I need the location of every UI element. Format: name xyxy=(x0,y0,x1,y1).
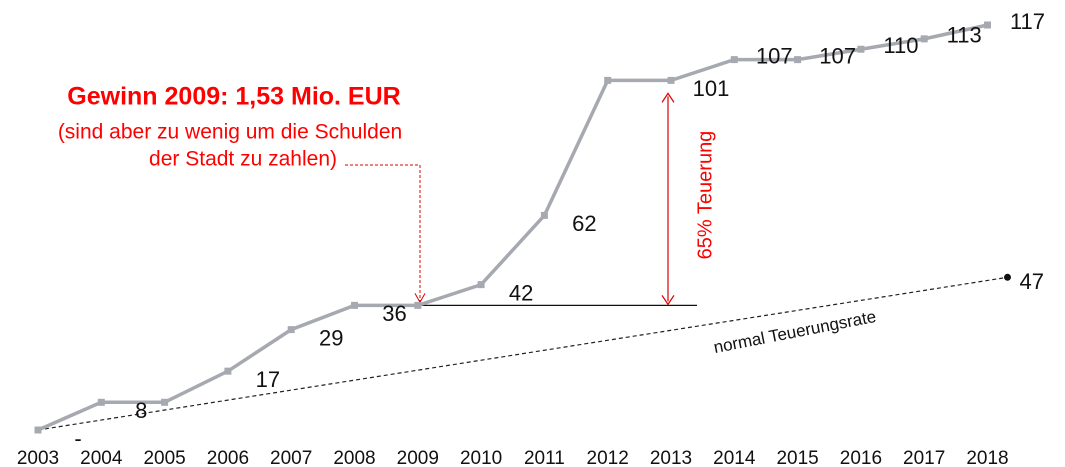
x-tick-label: 2012 xyxy=(587,448,629,467)
trend-end-label: 47 xyxy=(1020,269,1044,294)
trend-end-marker xyxy=(1004,273,1011,281)
point-marker xyxy=(351,301,358,309)
x-tick-label: 2007 xyxy=(270,448,312,467)
data-label: 101 xyxy=(693,76,730,101)
data-label: 17 xyxy=(256,367,280,392)
gain-note: (sind aber zu wenig um die Schulden xyxy=(58,121,402,144)
gain-title: Gewinn 2009: 1,53 Mio. EUR xyxy=(67,83,400,111)
x-tick-label: 2015 xyxy=(776,448,818,467)
data-label: 107 xyxy=(756,43,793,68)
point-marker xyxy=(414,301,422,309)
data-label: 62 xyxy=(572,211,596,236)
point-marker xyxy=(161,398,169,406)
x-tick-label: 2014 xyxy=(713,448,756,467)
gain-note: der Stadt zu zahlen) xyxy=(149,148,337,171)
x-tick-label: 2011 xyxy=(524,448,565,467)
data-label: 36 xyxy=(382,301,406,326)
data-label: 42 xyxy=(509,280,533,305)
point-marker xyxy=(730,56,738,64)
x-tick-label: 2018 xyxy=(966,448,1008,467)
point-marker xyxy=(857,45,865,53)
point-marker xyxy=(984,21,991,29)
x-tick-label: 2010 xyxy=(460,448,502,467)
data-label: 113 xyxy=(947,23,982,48)
data-label: 29 xyxy=(319,325,343,350)
x-tick-label: 2004 xyxy=(80,448,123,467)
callout-line xyxy=(345,164,421,302)
point-marker xyxy=(224,367,232,375)
x-tick-label: 2013 xyxy=(650,448,692,467)
x-tick-label: 2006 xyxy=(207,448,249,467)
series-line xyxy=(37,23,988,432)
data-label: 110 xyxy=(883,33,918,58)
increase-label: 65% Teuerung xyxy=(694,131,716,260)
x-tick-label: 2008 xyxy=(333,448,375,467)
point-marker xyxy=(540,211,548,219)
point-marker xyxy=(667,76,675,84)
trend-line xyxy=(37,276,1008,431)
point-marker xyxy=(287,326,295,334)
x-tick-label: 2005 xyxy=(143,448,185,467)
point-marker xyxy=(97,398,105,406)
trend-label: normal Teuerungsrate xyxy=(712,307,878,357)
x-tick-label: 2016 xyxy=(840,448,882,467)
data-label: 117 xyxy=(1010,9,1045,34)
arrow-head xyxy=(661,295,675,306)
point-marker xyxy=(34,426,42,434)
x-tick-label: 2009 xyxy=(397,448,439,467)
arrow-head xyxy=(661,92,675,103)
point-marker xyxy=(604,76,612,84)
x-tick-label: 2017 xyxy=(903,448,945,467)
x-tick-label: 2003 xyxy=(17,448,59,467)
data-label: 8 xyxy=(135,398,147,423)
data-label: 107 xyxy=(819,43,856,68)
data-label: - xyxy=(74,426,81,451)
point-marker xyxy=(477,281,485,289)
point-marker xyxy=(920,35,928,43)
point-marker xyxy=(794,56,802,64)
